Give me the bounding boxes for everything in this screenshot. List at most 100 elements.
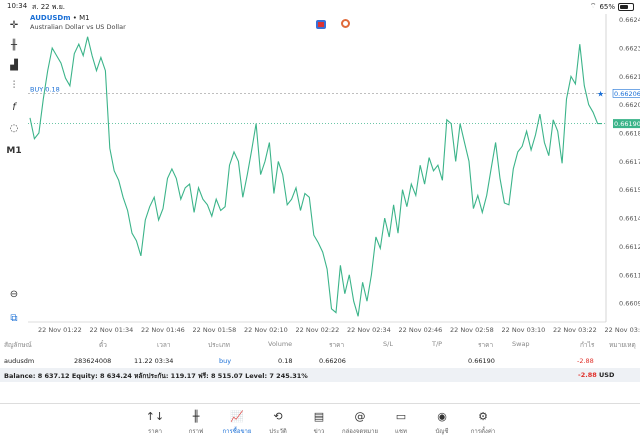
nav-label: แชท [395,428,407,435]
cell-time: 11.22 03:34 [134,357,173,365]
nav-label: กราฟ [189,428,203,435]
price-tick-label: 0.66095 [619,300,640,308]
symbol-title: AUDUSDm • M1 [30,14,90,22]
table-row[interactable]: audusdm 283624008 11.22 03:34 buy 0.18 0… [0,355,640,367]
time-tick-label: 22 Nov 03:22 [553,326,597,334]
col-open-price: ราคา [329,340,344,350]
news-icon: ▤ [299,410,339,423]
price-tick-label: 0.66245 [619,16,640,24]
cell-volume: 0.18 [278,357,292,365]
col-price: ราคา [478,340,493,350]
cell-price: 0.66190 [468,357,495,365]
time-tick-label: 22 Nov 02:46 [399,326,443,334]
nav-news[interactable]: ▤ ข่าว [299,410,339,436]
trade-icon[interactable]: ⧉ [6,312,22,326]
symbol-description: Australian Dollar vs US Dollar [30,23,126,31]
nav-label: การตั้งค่า [471,428,495,435]
quotes-icon: ↑↓ [135,410,175,423]
nav-account[interactable]: ◉ บัญชี [422,410,462,436]
nav-chat[interactable]: ▭ แชท [381,410,421,436]
col-comment: หมายเหตุ [609,340,636,350]
mail-icon: @ [340,410,380,423]
current-price-label: 0.66190 [614,120,640,128]
crosshair-icon[interactable]: ✛ [6,19,22,33]
time-tick-label: 22 Nov 01:22 [38,326,82,334]
price-line-series [30,37,602,317]
price-tick-label: 0.66185 [619,130,640,138]
nav-label: ประวัติ [269,428,287,435]
nav-settings[interactable]: ⚙ การตั้งค่า [463,410,503,436]
balance-text: Balance: 8 637.12 Equity: 8 634.24 หลักป… [4,371,308,381]
balance-bar: Balance: 8 637.12 Equity: 8 634.24 หลักป… [0,368,640,382]
table-header: สัญลักษณ์ ตั๋ว เวลา ประเภท Volume ราคา S… [0,338,640,350]
nav-history[interactable]: ⟲ ประวัติ [258,410,298,436]
time-tick-label: 22 Nov 03:10 [502,326,546,334]
price-tick-label: 0.66155 [619,186,640,194]
time-tick-label: 22 Nov 02:22 [296,326,340,334]
left-toolbar: ✛ ╫ ▟ ⫶ f ◌ M1 ⊖ ⧉ [0,14,28,334]
col-profit: กำไร [580,340,594,350]
trade-chart-icon: 📈 [217,410,257,423]
bar-chart-icon[interactable]: ▟ [6,59,22,73]
timeframe-button[interactable]: M1 [6,144,22,158]
price-tick-label: 0.66215 [619,73,640,81]
nav-label: การซื้อขาย [223,428,252,435]
zoom-icon[interactable]: ⊖ [6,288,22,302]
nav-label: กล่องจดหมาย [342,428,378,435]
cell-type: buy [219,357,231,365]
col-type: ประเภท [208,340,230,350]
balance-profit: -2.88 [578,371,597,379]
star-icon: ★ [597,89,604,98]
time-tick-label: 22 Nov 02:10 [244,326,288,334]
balance-currency: USD [599,371,614,379]
nav-label: ราคา [148,428,162,435]
nav-label: ข่าว [314,428,325,435]
time-tick-label: 22 Nov 02:58 [450,326,494,334]
cell-symbol: audusdm [4,357,34,365]
chart-icon: ╫ [176,410,216,423]
flag-icon[interactable] [316,20,326,29]
time-tick-label: 22 Nov 01:58 [193,326,237,334]
candlestick-icon[interactable]: ╫ [6,39,22,53]
time-tick-label: 22 Nov 02:34 [347,326,391,334]
nav-quotes[interactable]: ↑↓ ราคา [135,410,175,436]
time-tick-label: 22 Nov 03:3 [605,326,640,334]
col-sl: S/L [383,340,393,348]
nav-trade[interactable]: 📈 การซื้อขาย [217,410,257,436]
nav-chart[interactable]: ╫ กราฟ [176,410,216,436]
history-icon: ⟲ [258,410,298,423]
symbol-timeframe: M1 [79,14,90,22]
buy-price-label: 0.66206 [614,90,640,98]
time-tick-label: 22 Nov 01:46 [141,326,185,334]
bottom-nav: ↑↓ราคา ╫กราฟ 📈การซื้อขาย ⟲ประวัติ ▤ข่าว … [0,403,640,448]
col-symbol: สัญลักษณ์ [4,340,32,350]
cell-open-price: 0.66206 [319,357,346,365]
symbol-separator: • [73,14,77,22]
shapes-icon[interactable]: ◌ [6,122,22,136]
col-ticket: ตั๋ว [99,340,107,350]
symbol-name: AUDUSDm [30,14,71,22]
price-tick-label: 0.66125 [619,243,640,251]
ring-icon[interactable] [341,19,350,28]
time-tick-label: 22 Nov 01:34 [90,326,134,334]
settings-icon: ⚙ [463,410,503,423]
account-icon: ◉ [422,410,462,423]
col-time: เวลา [157,340,171,350]
col-swap: Swap [512,340,530,348]
indicators-icon[interactable]: ⫶ [6,79,22,93]
nav-mailbox[interactable]: @ กล่องจดหมาย [340,410,380,436]
col-volume: Volume [268,340,292,348]
col-tp: T/P [432,340,442,348]
nav-label: บัญชี [436,428,449,435]
cell-profit: -2.88 [577,357,594,365]
chat-icon: ▭ [381,410,421,423]
cell-ticket: 283624008 [74,357,111,365]
function-icon[interactable]: f [6,101,22,115]
